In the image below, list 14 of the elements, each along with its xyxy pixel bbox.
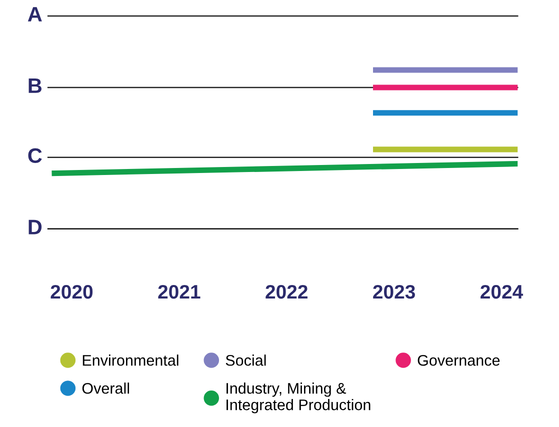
ref-line-label: B [28, 78, 42, 93]
ref-line-label: D [28, 220, 42, 234]
legend-label: Governance [418, 354, 500, 366]
legend-label: Environmental [82, 354, 178, 366]
x-tick-label: 2020 [50, 284, 93, 299]
ref-line-label: C [28, 148, 42, 163]
x-tick-label: 2024 [480, 284, 524, 299]
x-tick-label: 2021 [158, 284, 200, 299]
legend-label: Overall [82, 382, 130, 394]
x-tick-label: 2023 [373, 284, 415, 299]
legend-label: Industry, Mining & Integrated Production [226, 382, 370, 414]
ref-line-label: A [28, 7, 42, 22]
legend-label: Social [226, 354, 266, 366]
x-tick-label: 2022 [266, 284, 308, 299]
